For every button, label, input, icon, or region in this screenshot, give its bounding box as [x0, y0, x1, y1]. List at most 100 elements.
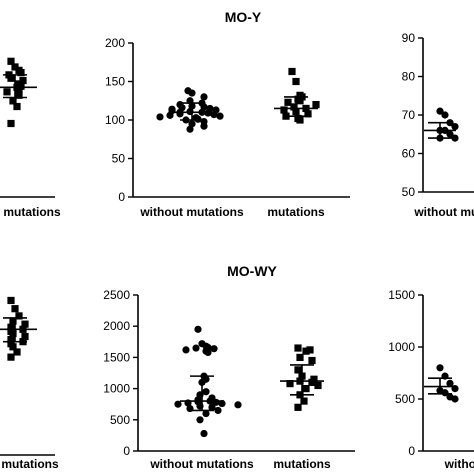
data-point — [3, 88, 11, 96]
data-point — [451, 134, 459, 142]
y-tick-label: 1000 — [103, 382, 130, 396]
panel-4: mutations — [0, 296, 59, 471]
data-point — [294, 344, 302, 352]
data-point — [9, 329, 17, 338]
y-tick-label: 150 — [105, 75, 125, 89]
panel-2: MO-Y 0 50 100 150 200 without mutations mutatio… — [105, 9, 350, 219]
data-point — [7, 336, 15, 344]
data-point — [13, 102, 21, 111]
data-point — [17, 69, 25, 77]
series-mutations — [280, 344, 324, 411]
data-point — [296, 116, 304, 124]
data-point — [288, 67, 296, 76]
series-without-mutations — [424, 107, 459, 142]
data-point — [200, 93, 208, 101]
panel-3: 50 60 70 80 90 without mutations — [402, 31, 474, 219]
y-tick-label: 90 — [402, 31, 416, 45]
series-without — [424, 364, 459, 403]
y-tick-label: 50 — [402, 185, 416, 199]
panel-5: MO-WY 0 500 1000 1500 2000 2500 without mutatio… — [103, 263, 355, 471]
category-label: without mutations — [149, 457, 254, 471]
data-point — [308, 378, 316, 386]
data-point — [7, 74, 15, 82]
data-point — [174, 400, 182, 408]
category-label: without — [444, 457, 474, 471]
data-point — [188, 89, 196, 97]
data-point — [308, 356, 316, 365]
data-point — [186, 125, 194, 133]
data-point — [176, 110, 184, 118]
data-point — [7, 57, 15, 65]
data-point — [166, 111, 174, 119]
data-point — [200, 122, 208, 130]
y-tick-label: 0 — [118, 190, 125, 204]
data-point — [9, 97, 17, 105]
y-tick-label: 2000 — [103, 319, 130, 333]
data-point — [436, 107, 444, 115]
data-point — [216, 112, 224, 120]
data-point — [296, 97, 304, 105]
y-tick-label: 100 — [105, 113, 125, 127]
y-tick-label: 500 — [395, 392, 415, 406]
chart-title: MO-WY — [227, 263, 277, 279]
data-point — [15, 91, 23, 99]
data-point — [314, 381, 322, 390]
data-point — [284, 98, 292, 106]
data-point — [304, 110, 312, 118]
data-point — [11, 305, 19, 313]
data-point — [9, 317, 17, 325]
data-point — [446, 130, 454, 138]
data-point — [7, 353, 15, 361]
data-point — [21, 320, 29, 328]
y-tick-label: 60 — [402, 147, 416, 161]
data-point — [446, 379, 454, 387]
data-point — [436, 364, 444, 372]
data-point — [441, 111, 449, 119]
category-label: mutations — [3, 205, 61, 219]
y-tick-label: 1000 — [388, 340, 415, 354]
data-point — [204, 348, 212, 357]
panel-1: mutations — [0, 57, 61, 219]
data-point — [292, 77, 300, 86]
y-tick-label: 0 — [123, 444, 130, 458]
data-point — [15, 85, 23, 94]
series-mutations — [274, 67, 320, 124]
y-tick-label: 1500 — [103, 350, 130, 364]
data-point — [286, 380, 294, 388]
data-point — [202, 409, 210, 418]
category-label: mutations — [267, 205, 325, 219]
data-point — [290, 103, 298, 111]
series-without-mutations — [156, 87, 224, 133]
data-point — [296, 353, 304, 361]
data-point — [312, 101, 320, 109]
data-point — [234, 401, 242, 409]
data-point — [294, 366, 302, 374]
y-tick-label: 50 — [112, 152, 126, 166]
data-point — [194, 325, 202, 333]
data-point — [182, 346, 190, 354]
y-tick-label: 70 — [402, 108, 416, 122]
data-point — [7, 323, 15, 331]
series-mutations — [0, 57, 37, 128]
data-point — [19, 76, 27, 85]
data-point — [7, 119, 15, 128]
data-point — [9, 343, 17, 351]
data-point — [21, 332, 29, 341]
series-without-mutations — [174, 325, 242, 438]
category-label: mutations — [1, 457, 59, 471]
data-point — [210, 345, 218, 353]
data-point — [306, 346, 314, 354]
data-point — [196, 416, 204, 424]
data-point — [280, 106, 288, 114]
data-point — [451, 122, 459, 131]
data-point — [202, 388, 210, 396]
data-point — [11, 63, 19, 71]
data-point — [192, 344, 200, 352]
data-point — [294, 403, 302, 411]
category-label: without mutations — [413, 205, 474, 219]
data-point — [13, 348, 21, 356]
y-tick-label: 500 — [110, 413, 130, 427]
data-point — [7, 296, 15, 305]
data-point — [15, 312, 23, 320]
